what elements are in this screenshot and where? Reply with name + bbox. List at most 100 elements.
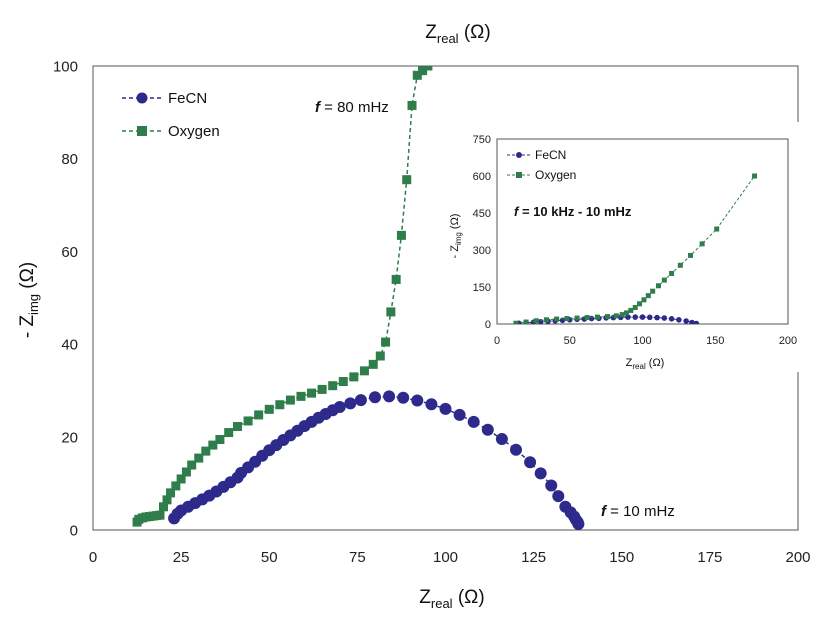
main-y-tick-40: 40 bbox=[61, 337, 78, 354]
inset-oxygen-point-0 bbox=[513, 320, 519, 324]
main-fecn-point-35 bbox=[467, 415, 480, 428]
inset-oxygen-point-4 bbox=[554, 316, 560, 322]
main-legend: FeCN Oxygen bbox=[122, 90, 220, 140]
inset-oxygen-point-8 bbox=[594, 314, 600, 320]
inset-x-tick-100: 100 bbox=[633, 335, 651, 347]
main-oxygen-point-38 bbox=[396, 230, 406, 240]
inset-series-oxygen bbox=[513, 173, 758, 324]
main-oxygen-point-18 bbox=[215, 435, 225, 445]
main-y-tick-100: 100 bbox=[53, 58, 78, 75]
inset-oxygen-point-1 bbox=[523, 319, 529, 324]
inset-y-tick-0: 0 bbox=[485, 319, 491, 331]
main-oxygen-point-27 bbox=[307, 388, 317, 398]
inset-legend-oxygen-marker bbox=[516, 172, 522, 178]
inset-fecn-point-16 bbox=[632, 314, 639, 320]
main-fecn-point-34 bbox=[453, 408, 466, 421]
main-oxygen-point-8 bbox=[159, 502, 168, 512]
main-oxygen-point-24 bbox=[275, 400, 285, 410]
main-series-oxygen bbox=[132, 66, 433, 527]
inset-oxygen-point-25 bbox=[714, 226, 720, 232]
annotation-80mhz: f = 80 mHz bbox=[315, 99, 389, 116]
inset-oxygen-point-10 bbox=[613, 313, 619, 319]
inset-y-axis-label: - Zimg (Ω) bbox=[449, 214, 463, 259]
inset-fecn-point-24 bbox=[689, 319, 695, 324]
legend-oxygen-marker bbox=[137, 126, 147, 136]
inset-oxygen-point-9 bbox=[605, 314, 611, 320]
inset-legend-fecn-marker bbox=[516, 152, 522, 158]
inset-background bbox=[447, 122, 802, 372]
inset-oxygen-point-23 bbox=[688, 252, 694, 258]
main-fecn-point-40 bbox=[534, 467, 547, 480]
main-oxygen-point-22 bbox=[254, 410, 264, 420]
main-oxygen-point-33 bbox=[368, 359, 378, 369]
inset-series-group bbox=[513, 173, 758, 324]
main-x-tick-150: 150 bbox=[609, 549, 634, 566]
legend-oxygen-label: Oxygen bbox=[168, 123, 220, 140]
inset-fecn-point-23 bbox=[683, 318, 689, 324]
main-fecn-point-39 bbox=[524, 456, 537, 469]
inset-oxygen-point-14 bbox=[632, 304, 638, 310]
main-oxygen-point-28 bbox=[317, 384, 327, 394]
main-oxygen-point-11 bbox=[171, 481, 181, 491]
inset-legend-fecn-label: FeCN bbox=[535, 148, 566, 162]
main-fecn-point-41 bbox=[545, 479, 558, 492]
main-series-group bbox=[132, 66, 585, 530]
main-oxygen-point-42 bbox=[418, 66, 428, 76]
main-oxygen-point-40 bbox=[407, 100, 417, 110]
inset-oxygen-point-5 bbox=[564, 316, 570, 322]
legend-fecn-marker bbox=[136, 92, 148, 104]
main-fecn-point-26 bbox=[344, 397, 357, 410]
main-x-tick-200: 200 bbox=[785, 549, 810, 566]
main-fecn-point-42 bbox=[552, 490, 565, 503]
inset-y-tick-600: 600 bbox=[473, 171, 491, 183]
inset-x-axis-label: Zreal (Ω) bbox=[626, 357, 665, 371]
inset-y-tick-150: 150 bbox=[473, 282, 491, 294]
main-oxygen-point-41 bbox=[412, 70, 422, 80]
inset-oxygen-point-3 bbox=[543, 317, 549, 323]
main-series-fecn bbox=[168, 390, 585, 530]
inset-oxygen-point-21 bbox=[669, 270, 675, 276]
inset-oxygen-point-18 bbox=[650, 288, 656, 294]
main-oxygen-point-19 bbox=[224, 428, 234, 438]
inset-fecn-point-20 bbox=[661, 315, 668, 321]
legend-fecn-label: FeCN bbox=[168, 90, 207, 107]
main-oxygen-point-13 bbox=[181, 467, 191, 477]
inset-y-tick-300: 300 bbox=[473, 245, 491, 257]
inset-plot-frame bbox=[496, 138, 789, 325]
inset-fecn-point-21 bbox=[668, 316, 675, 322]
inset-fecn-point-19 bbox=[654, 314, 660, 321]
main-oxygen-point-32 bbox=[359, 366, 369, 376]
main-y-tick-80: 80 bbox=[61, 151, 78, 168]
inset-x-tick-200: 200 bbox=[779, 335, 797, 347]
main-x-tick-0: 0 bbox=[89, 549, 97, 566]
main-oxygen-point-30 bbox=[338, 377, 348, 387]
main-oxygen-point-9 bbox=[162, 495, 172, 505]
inset-y-tick-labels: 0 150 300 450 600 750 bbox=[473, 134, 491, 331]
inset-oxygen-point-13 bbox=[628, 307, 634, 313]
main-x-tick-labels: 0 25 50 75 100 125 150 175 200 bbox=[89, 549, 811, 566]
inset-annotation: f = 10 kHz - 10 mHz bbox=[514, 204, 632, 219]
main-y-axis-label: - Zimg (Ω) bbox=[17, 262, 41, 338]
main-fecn-point-36 bbox=[481, 423, 494, 436]
inset-fecn-point-25 bbox=[693, 320, 700, 324]
main-oxygen-point-14 bbox=[187, 460, 197, 470]
main-oxygen-point-17 bbox=[208, 440, 218, 450]
inset-x-tick-labels: 0 50 100 150 200 bbox=[494, 335, 797, 347]
inset-oxygen-point-26 bbox=[752, 173, 758, 179]
inset-oxygen-point-12 bbox=[623, 310, 629, 316]
main-oxygen-point-31 bbox=[349, 372, 359, 382]
main-fecn-point-27 bbox=[354, 394, 367, 407]
main-x-tick-75: 75 bbox=[349, 549, 366, 566]
main-x-tick-25: 25 bbox=[173, 549, 190, 566]
main-y-tick-20: 20 bbox=[61, 429, 78, 446]
main-fecn-point-32 bbox=[425, 398, 438, 411]
inset-y-tick-450: 450 bbox=[473, 208, 491, 220]
inset-x-tick-150: 150 bbox=[706, 335, 724, 347]
inset-oxygen-point-16 bbox=[641, 297, 647, 303]
main-fecn-point-30 bbox=[397, 391, 410, 404]
inset-oxygen-point-19 bbox=[656, 283, 662, 289]
inset-oxygen-point-11 bbox=[619, 312, 625, 318]
inset-oxygen-point-20 bbox=[661, 277, 667, 283]
main-oxygen-point-26 bbox=[296, 391, 306, 401]
main-fecn-line bbox=[173, 395, 580, 525]
